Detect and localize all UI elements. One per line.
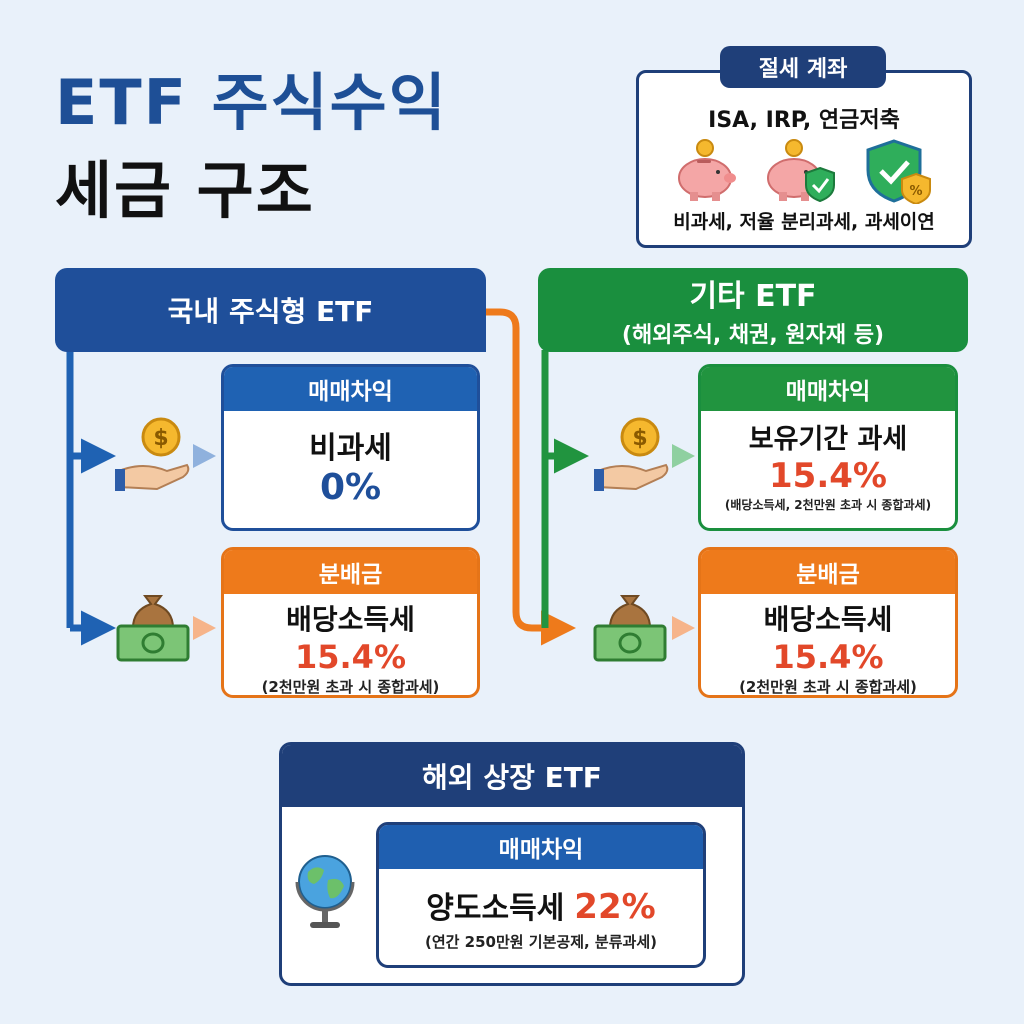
domestic-dist-rate: 15.4%: [294, 638, 406, 676]
hand-coin-icon: $: [115, 417, 190, 491]
piggy-bank-shield-icon: [767, 139, 835, 202]
domestic-gain-rate: 0%: [319, 467, 382, 508]
other-dist-rate: 15.4%: [772, 638, 884, 676]
overseas-gain-label: 매매차익: [379, 825, 703, 869]
hand-coin-icon: $: [594, 417, 669, 491]
overseas-etf-header: 해외 상장 ETF: [282, 745, 742, 807]
other-gain-note: (배당소득세, 2천만원 초과 시 종합과세): [724, 498, 932, 512]
domestic-dist-note: (2천만원 초과 시 종합과세): [261, 678, 440, 696]
tax-account-list: ISA, IRP, 연금저축: [708, 108, 900, 133]
domestic-gain-label: 매매차익: [224, 367, 477, 411]
other-gain-rate: 15.4%: [769, 456, 887, 496]
shield-check-icon: %: [866, 139, 931, 204]
money-bag-cash-icon: [593, 595, 667, 662]
svg-text:$: $: [632, 426, 647, 451]
domestic-etf-header: 국내 주식형 ETF: [55, 268, 486, 352]
domestic-dist-tax: 배당소득세: [286, 603, 415, 636]
domestic-to-other-line: [486, 308, 576, 646]
overseas-gain-tax: 양도소득세: [426, 891, 565, 926]
svg-text:%: %: [909, 184, 922, 199]
other-dist-note: (2천만원 초과 시 종합과세): [739, 678, 917, 696]
other-dist-label: 분배금: [701, 550, 955, 594]
domestic-gain-card: 매매차익 비과세 0%: [221, 364, 480, 531]
other-dist-tax: 배당소득세: [763, 603, 893, 636]
svg-text:$: $: [153, 426, 168, 451]
tax-account-benefits: 비과세, 저율 분리과세, 과세이연: [673, 211, 935, 233]
page-title-line2: 세금 구조: [55, 154, 315, 227]
other-etf-title: 기타 ETF: [689, 279, 817, 314]
overseas-gain-rate: 22%: [574, 887, 656, 927]
overseas-gain-card: 매매차익 양도소득세 22% (연간 250만원 기본공제, 분류과세): [376, 822, 706, 968]
other-etf-subtitle: (해외주식, 채권, 원자재 등): [621, 323, 885, 348]
other-gain-card: 매매차익 보유기간 과세 15.4% (배당소득세, 2천만원 초과 시 종합과…: [698, 364, 958, 531]
other-gain-tax: 보유기간 과세: [748, 424, 908, 455]
domestic-dist-label: 분배금: [224, 550, 477, 594]
other-etf-header: 기타 ETF (해외주식, 채권, 원자재 등): [538, 268, 968, 352]
tax-account-badge: 절세 계좌: [720, 46, 886, 88]
money-bag-cash-icon: [116, 595, 190, 662]
piggy-bank-icon: [678, 139, 736, 201]
other-gain-label: 매매차익: [701, 367, 955, 411]
domestic-etf-title: 국내 주식형 ETF: [167, 295, 374, 328]
overseas-gain-note: (연간 250만원 기본공제, 분류과세): [425, 933, 657, 951]
globe-icon: [295, 855, 355, 928]
other-dist-card: 분배금 배당소득세 15.4% (2천만원 초과 시 종합과세): [698, 547, 958, 698]
domestic-dist-card: 분배금 배당소득세 15.4% (2천만원 초과 시 종합과세): [221, 547, 480, 698]
page-title-line1: ETF 주식수익: [55, 66, 448, 139]
domestic-gain-tax: 비과세: [309, 431, 392, 466]
